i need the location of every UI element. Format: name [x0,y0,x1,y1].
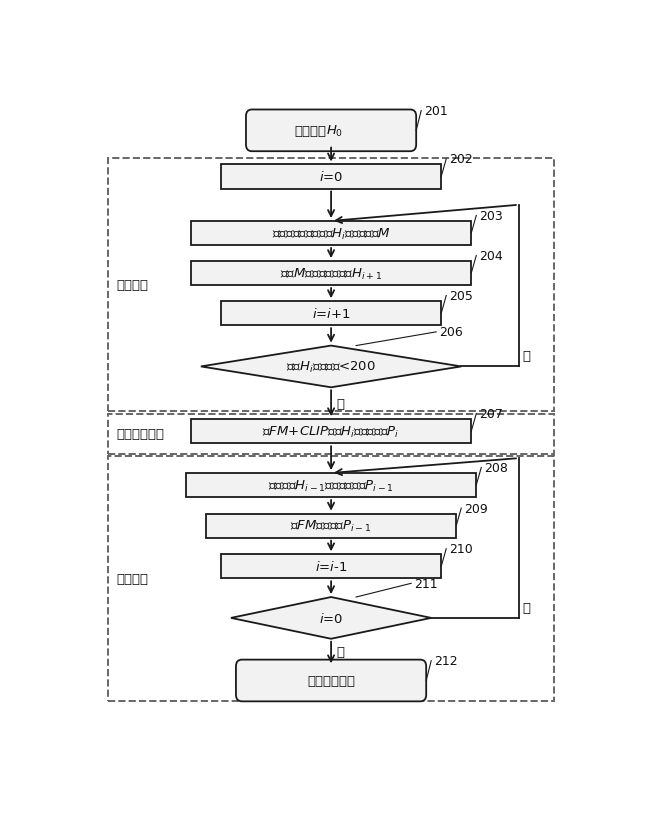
Polygon shape [201,346,461,388]
Bar [221,301,441,326]
Bar [109,457,554,702]
Text: 205: 205 [449,290,473,303]
Bar [109,159,554,412]
Text: 否: 否 [523,350,531,363]
Text: 203: 203 [479,210,503,223]
Polygon shape [231,597,432,639]
Text: 是: 是 [336,398,344,410]
Text: 用$FM$+$CLIP$得到$H_i$的初始划分$P_i$: 用$FM$+$CLIP$得到$H_i$的初始划分$P_i$ [262,424,400,439]
Text: 超图$H_i$的顶点数<200: 超图$H_i$的顶点数<200 [286,360,376,374]
Text: 210: 210 [449,542,472,555]
Text: 输入超图: 输入超图 [294,124,326,138]
Text: 是: 是 [336,645,344,658]
Text: 208: 208 [484,461,508,474]
Text: $i$=0: $i$=0 [319,170,343,184]
Text: 207: 207 [479,408,503,421]
Bar [186,473,476,497]
Text: 204: 204 [479,250,503,263]
Text: 用重边粗化方法构造$H_i$的顶点匹配$M$: 用重边粗化方法构造$H_i$的顶点匹配$M$ [271,226,391,242]
Text: 212: 212 [433,654,457,667]
Text: 细化阶段: 细化阶段 [116,572,149,586]
Text: 209: 209 [464,502,488,515]
Text: 201: 201 [424,105,448,118]
Text: 用$FM$方法改进$P_{i-1}$: 用$FM$方法改进$P_{i-1}$ [291,518,371,533]
Text: $i$=$i$-1: $i$=$i$-1 [315,559,348,573]
Bar [191,262,472,286]
Bar [191,222,472,246]
Text: $H_0$: $H_0$ [326,124,343,138]
Text: 206: 206 [439,326,463,339]
Text: 输出划分结果: 输出划分结果 [307,674,355,687]
Text: 根据$M$，构造新的超图$H_{i+1}$: 根据$M$，构造新的超图$H_{i+1}$ [280,266,382,281]
Text: 211: 211 [413,577,437,590]
Text: 初始划分阶段: 初始划分阶段 [116,428,164,441]
Bar [109,414,554,455]
Bar [221,554,441,579]
Text: 否: 否 [523,601,531,613]
Bar [206,514,456,538]
Text: 映射得到$H_{i-1}$得的初始划分$P_{i-1}$: 映射得到$H_{i-1}$得的初始划分$P_{i-1}$ [268,478,394,493]
Bar [191,419,472,444]
Bar [221,165,441,189]
FancyBboxPatch shape [246,111,416,152]
Text: 粗化阶段: 粗化阶段 [116,278,149,292]
Text: 202: 202 [449,153,472,166]
Text: $i$=$i$+1: $i$=$i$+1 [311,307,351,321]
Text: $i$=0: $i$=0 [319,611,343,625]
FancyBboxPatch shape [236,660,426,702]
